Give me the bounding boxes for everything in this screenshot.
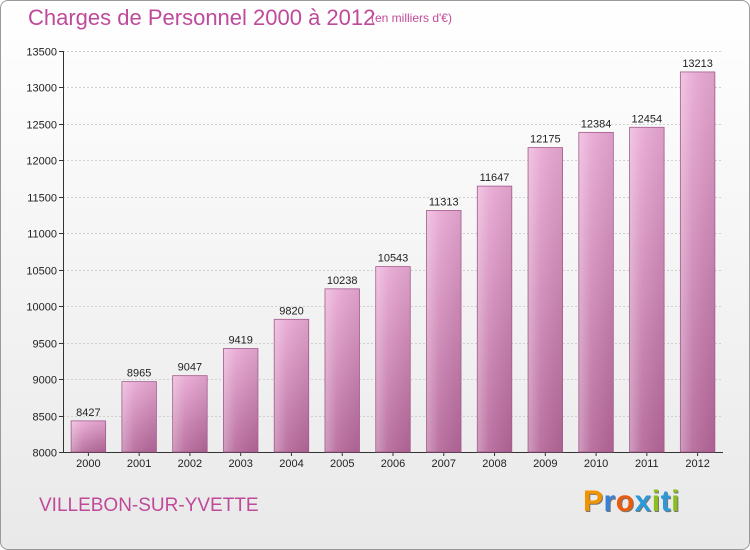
bar-value-label: 12175 [530,134,561,146]
bar-highlight [426,210,462,453]
bar-value-label: 11647 [480,172,510,184]
x-tick-label: 2005 [330,458,354,470]
bar-value-label: 10543 [378,253,409,265]
bar-highlight [172,375,208,453]
x-tick-label: 2006 [381,458,405,470]
bar-highlight [121,381,157,453]
x-tick-label: 2004 [279,458,303,470]
bar-value-label: 13213 [682,58,713,70]
x-tick-label: 2003 [228,458,252,470]
bar-highlight [324,288,360,453]
bar-value-label: 12384 [581,118,612,130]
x-tick-label: 2012 [685,458,709,470]
x-tick-label: 2001 [127,458,151,470]
bar-highlight [527,147,563,453]
y-tick-label: 9000 [33,375,57,387]
labels: 8000 8500 9000 9500 10000 10500 11000 11500 1200… [26,47,713,471]
y-tick-label: 9500 [33,339,57,351]
y-tick-label: 10500 [26,266,57,278]
x-tick-label: 2010 [584,458,608,470]
bar-value-label: 8965 [127,368,151,380]
bar-highlight [476,185,513,453]
bar-highlight [578,131,614,453]
bar-highlight [629,126,665,453]
x-tick-label: 2011 [635,458,659,470]
x-tick-label: 2002 [178,458,202,470]
x-tick-label: 2007 [432,458,456,470]
y-tick-label: 8000 [33,448,57,460]
brand-letter: x [634,485,652,518]
brand-letter: t [660,485,672,518]
bar-value-label: 8427 [76,407,100,419]
bar-highlight [679,71,716,453]
brand-letter: P [583,485,604,518]
y-tick-label: 12500 [26,120,57,132]
y-tick-label: 13000 [26,83,57,95]
bar-highlight [375,266,411,453]
bar-value-label: 11313 [429,196,459,208]
y-tick-label: 11000 [27,229,57,241]
brand-letter: i [651,485,661,518]
commune-name: VILLEBON-SUR-YVETTE [39,495,259,516]
y-tick-label: 13500 [26,47,57,59]
x-tick-label: 2009 [533,458,557,470]
axes [59,51,723,456]
bar-highlight [70,420,107,453]
chart-subtitle: (en milliers d'€) [371,11,452,25]
proxiti-logo: Proxiti [583,485,680,519]
brand-letter: o [615,485,635,518]
bar-value-label: 9820 [279,305,303,317]
brand-letter: i [671,485,680,518]
brand-letter: r [603,485,616,518]
y-tick-label: 12000 [26,156,57,168]
x-tick-label: 2008 [482,458,506,470]
y-tick-label: 11500 [27,193,57,205]
y-tick-label: 8500 [33,412,57,424]
bar-value-label: 12454 [632,113,663,125]
bar-value-label: 9047 [178,362,202,374]
bar-value-label: 9419 [228,335,252,347]
y-tick-label: 10000 [26,302,57,314]
bar-value-label: 10238 [327,275,358,287]
bar-highlight [223,348,259,453]
x-tick-label: 2000 [76,458,100,470]
chart-title: Charges de Personnel 2000 à 2012 [28,5,376,30]
bars [70,71,716,453]
bar-highlight [273,318,310,453]
